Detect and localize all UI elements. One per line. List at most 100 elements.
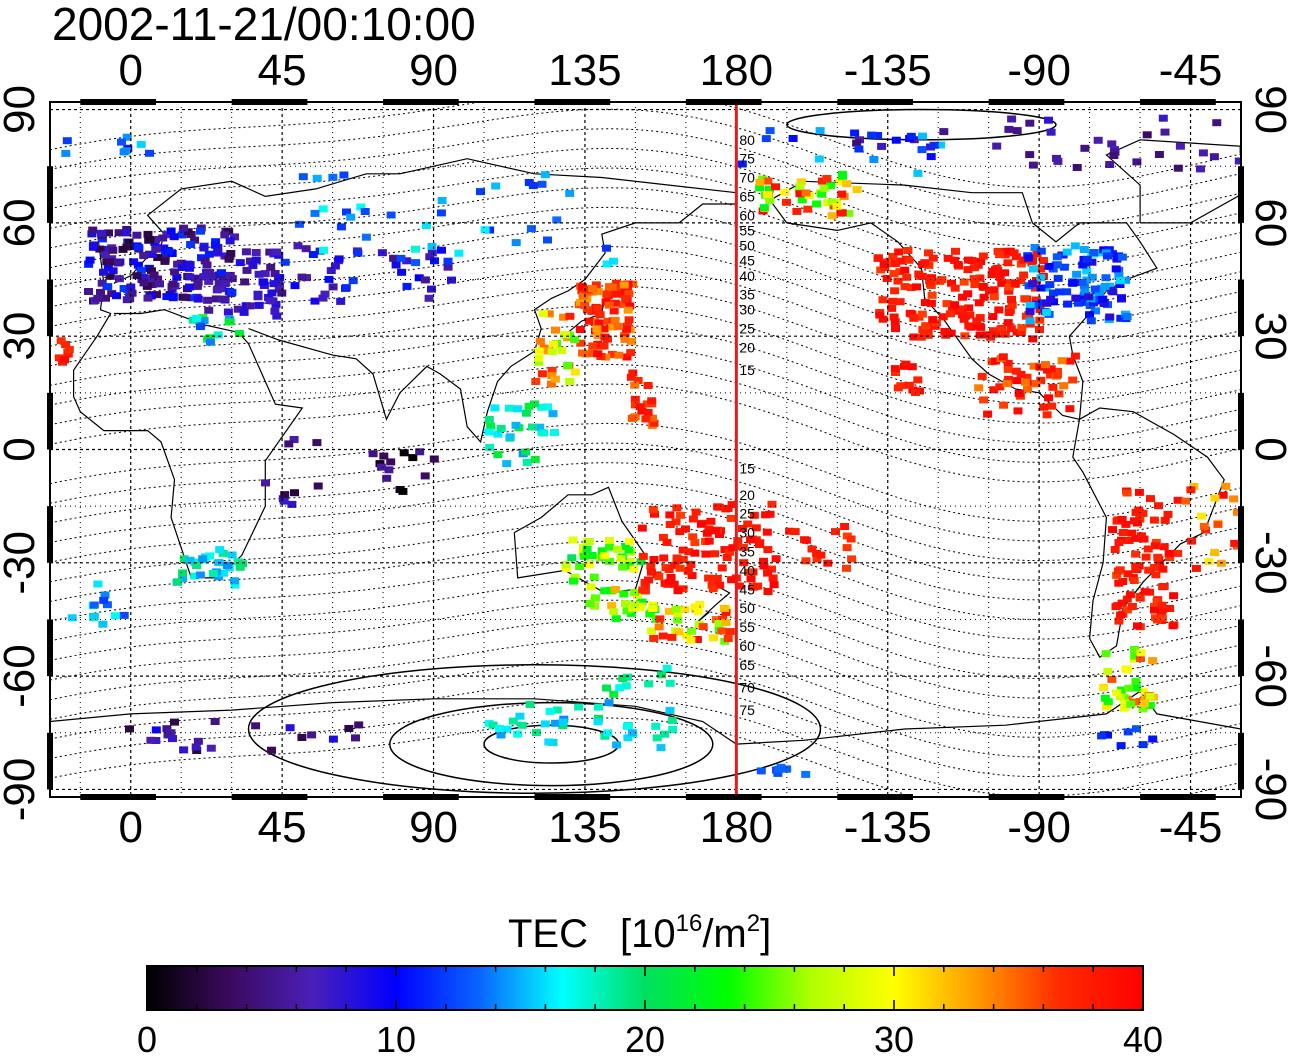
tec-cell [312, 439, 322, 447]
tec-cell [604, 301, 614, 309]
tec-cell [625, 538, 635, 545]
tec-cell [119, 148, 129, 156]
tec-cell [213, 248, 223, 256]
tec-cell [96, 288, 105, 296]
tec-cell [1016, 260, 1026, 268]
frame-tick [80, 99, 156, 105]
tec-cell [1080, 144, 1090, 152]
tec-cell [1101, 274, 1111, 282]
tec-cell [1122, 606, 1132, 614]
tec-cell [686, 636, 696, 644]
tec-cell [607, 602, 617, 610]
tec-cell [919, 330, 929, 338]
colorbar-tick-label: 30 [874, 1019, 914, 1057]
tec-cell [1135, 655, 1145, 662]
tec-cell [491, 182, 501, 190]
tec-cell [610, 586, 620, 593]
tec-cell [107, 290, 117, 298]
tec-cell [1118, 529, 1128, 536]
tec-cell [768, 574, 778, 582]
tec-cell [673, 587, 683, 595]
tec-cell [610, 299, 620, 307]
tec-cell [900, 283, 910, 291]
contour-label: 20 [739, 340, 755, 356]
tec-cell [575, 563, 585, 570]
tec-cell [1116, 742, 1126, 750]
tec-cell [941, 331, 951, 339]
tec-cell [213, 331, 223, 339]
tec-cell [688, 533, 698, 541]
tec-cell [179, 224, 189, 232]
tec-cell [563, 362, 573, 370]
tec-cell [611, 279, 621, 287]
tec-cell [612, 741, 622, 749]
tec-cell [664, 566, 674, 574]
tec-cell [301, 245, 311, 253]
tec-cell [749, 511, 759, 519]
tec-cell [665, 521, 675, 528]
tec-cell [1112, 517, 1122, 525]
tec-cell [1148, 735, 1158, 743]
tec-cell [1131, 677, 1141, 685]
tec-cell [900, 266, 910, 274]
tec-cell [781, 765, 791, 773]
frame-tick [1140, 794, 1216, 800]
tec-observations [54, 114, 1241, 778]
tec-cell [1130, 652, 1140, 660]
tec-cell [683, 567, 693, 575]
tec-cell [251, 722, 261, 730]
tec-cell [628, 604, 638, 612]
tec-cell [636, 558, 646, 566]
tec-cell [368, 450, 378, 458]
lat-tick-label-left: 60 [0, 198, 44, 247]
tec-cell [1117, 515, 1127, 523]
tec-cell [1030, 244, 1040, 251]
tec-cell [1097, 284, 1107, 292]
tec-cell [1232, 508, 1241, 516]
tec-cell [1115, 281, 1125, 288]
tec-cell [379, 452, 389, 460]
tec-cell [893, 384, 903, 392]
contour-label: 50 [739, 238, 755, 254]
tec-cell [1110, 546, 1120, 553]
tec-cell [1086, 317, 1096, 325]
tec-cell [192, 282, 202, 290]
tec-cell [702, 529, 712, 537]
tec-cell [664, 607, 674, 615]
tec-cell [652, 734, 662, 742]
contour-line [50, 167, 1241, 267]
tec-cell [198, 555, 208, 563]
tec-cell [212, 286, 222, 294]
tec-cell [978, 282, 988, 290]
tec-cell [1107, 675, 1117, 683]
tec-cell [427, 285, 436, 293]
tec-cell [630, 381, 640, 389]
tec-cell [994, 306, 1004, 314]
tec-cell [1131, 562, 1141, 570]
tec-cell [1148, 657, 1158, 665]
tec-cell [1117, 599, 1127, 607]
tec-cell [667, 717, 677, 725]
tec-cell [105, 258, 115, 266]
tec-cell [1112, 689, 1122, 697]
tec-cell [601, 353, 611, 361]
tec-cell [622, 722, 632, 730]
tec-cell [235, 259, 245, 267]
tec-cell [671, 605, 681, 613]
tec-cell [620, 285, 630, 293]
tec-cell [341, 284, 351, 292]
tec-cell [547, 348, 557, 356]
tec-cell [1127, 529, 1137, 537]
tec-cell [1131, 508, 1141, 516]
tec-cell [958, 311, 967, 319]
tec-cell [204, 306, 214, 314]
lon-tick-label-top: 135 [548, 46, 621, 95]
tec-cell [635, 403, 645, 411]
tec-cell [1073, 299, 1083, 307]
tec-cell [743, 520, 753, 528]
tec-cell [1046, 295, 1056, 303]
contour-line [50, 521, 1241, 621]
tec-cell [665, 511, 675, 519]
tec-cell [266, 263, 276, 271]
